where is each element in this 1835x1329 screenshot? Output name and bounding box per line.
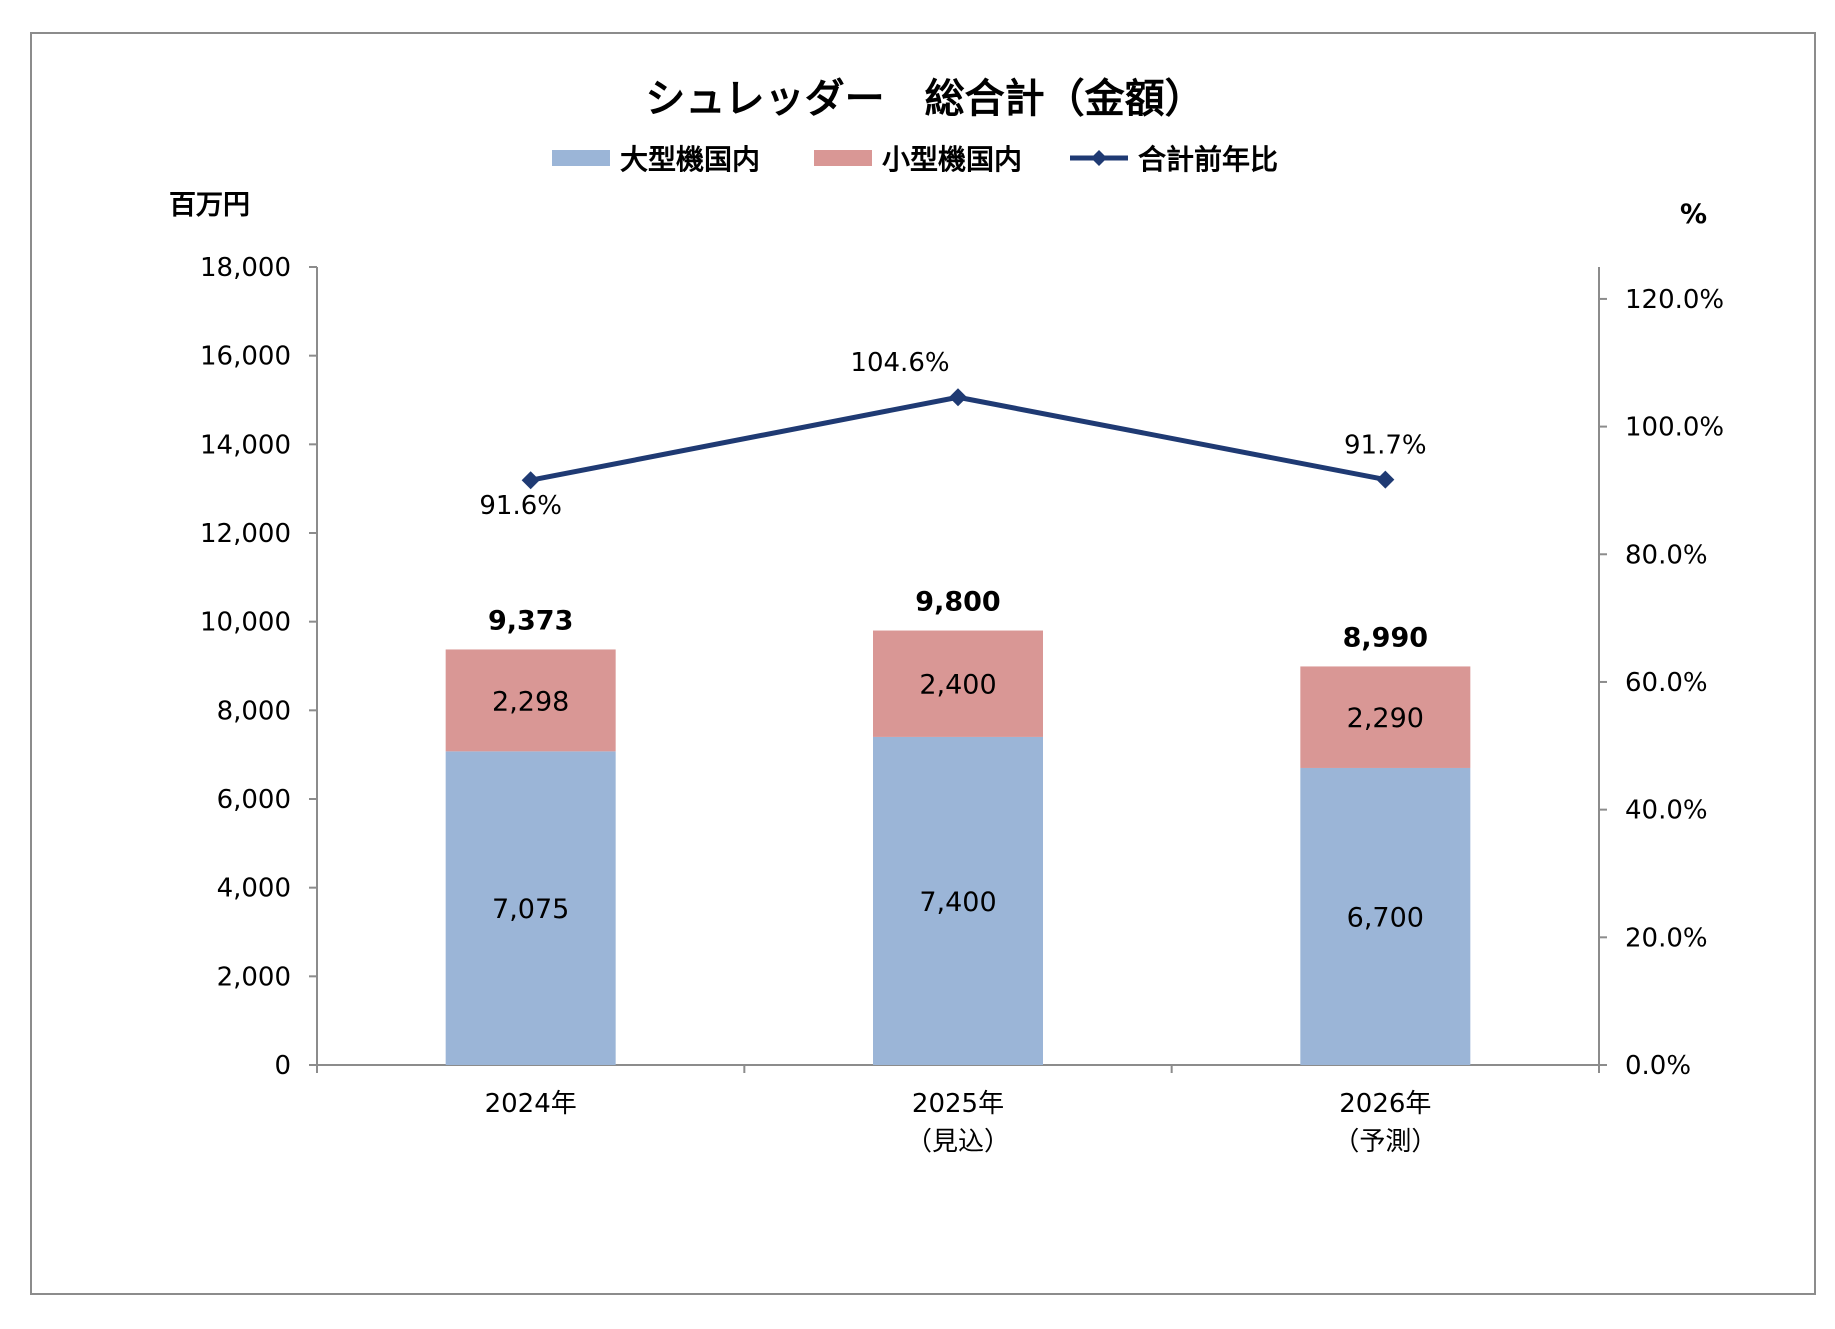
bar-large-domestic [445,751,616,1065]
x-category-label: （見込） [906,1127,1010,1157]
y2-axis-unit: % [1680,199,1707,230]
data-label-large: 7,400 [919,887,996,918]
data-label-small: 2,290 [1347,703,1424,734]
y2-tick-label: 120.0% [1625,285,1724,315]
y-tick-label: 16,000 [200,342,291,372]
ratio-label: 91.7% [1344,431,1427,461]
legend-label-ratio: 合計前年比 [1138,143,1278,176]
data-label-small: 2,298 [492,686,569,717]
bar-small-domestic [1300,666,1471,768]
y2-tick-label: 20.0% [1625,923,1708,953]
chart-frame: シュレッダー 総合計（金額） 大型機国内 小型機国内 合計前年比 百万円 % 0… [30,32,1816,1295]
legend-swatch-small [814,150,872,166]
ratio-point [1376,470,1395,489]
ratio-line [530,394,1386,483]
y-axis-unit: 百万円 [169,190,250,221]
x-category-label: 2025年 [912,1089,1004,1119]
data-label-large: 7,075 [492,894,569,925]
total-label: 9,800 [915,587,1000,618]
ratio-label: 91.6% [479,491,562,521]
ratio-point [949,388,967,407]
y-tick-label: 10,000 [200,608,291,638]
y2-tick-label: 60.0% [1625,668,1708,698]
ratio-label: 104.6% [850,348,949,378]
y-tick-label: 18,000 [200,253,291,283]
legend: 大型機国内 小型機国内 合計前年比 [552,143,1278,176]
y-tick-label: 12,000 [200,519,291,549]
y-tick-label: 4,000 [217,874,291,904]
x-category-label: 2024年 [485,1089,577,1119]
total-label: 9,373 [488,605,573,636]
y-tick-label: 2,000 [217,962,291,992]
bar-small-domestic [445,649,616,752]
legend-label-large: 大型機国内 [620,143,760,176]
data-label-small: 2,400 [919,670,996,701]
ratio-point [521,471,540,490]
total-label: 8,990 [1343,622,1428,653]
y2-tick-label: 40.0% [1625,796,1708,826]
bar-large-domestic [1300,767,1471,1065]
data-label-large: 6,700 [1347,902,1424,933]
labels-layer: 7,075 2,298 9,373 2024年 7,400 2,400 9,800 2025年… [479,348,1437,1157]
ratio-line-layer [521,388,1395,490]
y2-tick-label: 100.0% [1625,413,1724,443]
chart-svg: シュレッダー 総合計（金額） 大型機国内 小型機国内 合計前年比 百万円 % 0… [169,76,1724,1157]
y-tick-label: 14,000 [200,430,291,460]
bar-small-domestic [873,630,1043,737]
chart-title: シュレッダー 総合計（金額） [645,76,1204,122]
y2-tick-label: 0.0% [1625,1051,1691,1081]
y-tick-label: 8,000 [217,696,291,726]
y-tick-label: 0 [274,1051,291,1081]
x-category-label: （予測） [1333,1127,1437,1157]
legend-marker-ratio [1091,150,1107,166]
bar-large-domestic [873,736,1043,1065]
y-tick-label: 6,000 [217,785,291,815]
bars [445,630,1471,1065]
y2-tick-label: 80.0% [1625,540,1708,570]
x-category-label: 2026年 [1339,1089,1431,1119]
legend-swatch-large [552,150,610,166]
legend-label-small: 小型機国内 [882,143,1022,176]
